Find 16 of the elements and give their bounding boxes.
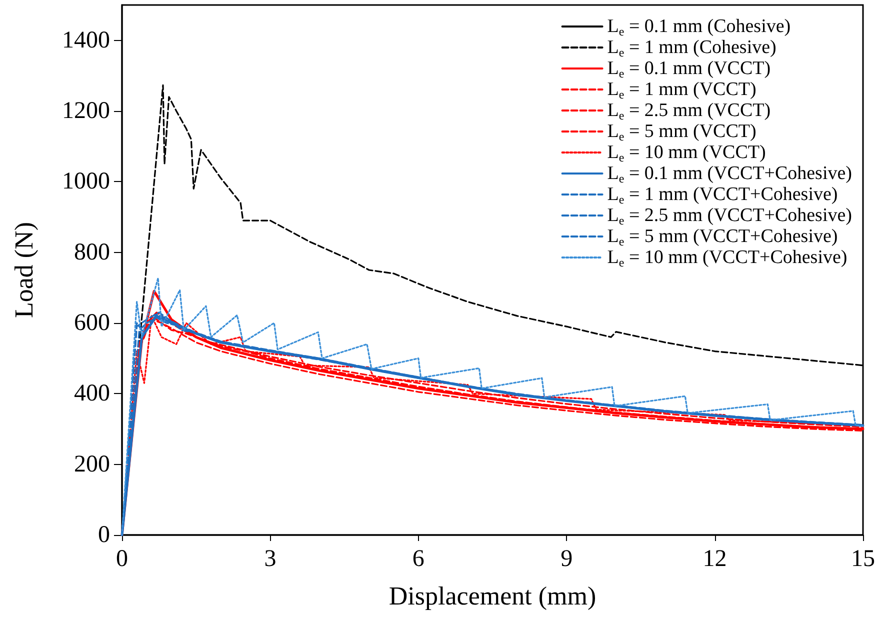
y-tick-label: 600 — [74, 310, 110, 336]
x-tick-label: 3 — [264, 546, 276, 572]
x-tick-label: 0 — [116, 546, 128, 572]
y-axis-title: Load (N) — [10, 222, 38, 318]
x-tick-label: 12 — [702, 546, 727, 572]
x-axis-title: Displacement (mm) — [388, 582, 596, 610]
y-tick-label: 1000 — [62, 168, 110, 195]
y-tick-label: 1200 — [62, 98, 110, 124]
y-tick-label: 200 — [74, 451, 110, 478]
y-tick-label: 800 — [74, 239, 110, 266]
y-tick-label: 1400 — [62, 27, 110, 54]
x-tick-label: 15 — [851, 546, 875, 572]
y-tick-label: 400 — [74, 380, 110, 407]
y-tick-label: 0 — [98, 522, 110, 548]
x-tick-label: 9 — [560, 546, 573, 572]
x-tick-label: 6 — [412, 546, 424, 572]
